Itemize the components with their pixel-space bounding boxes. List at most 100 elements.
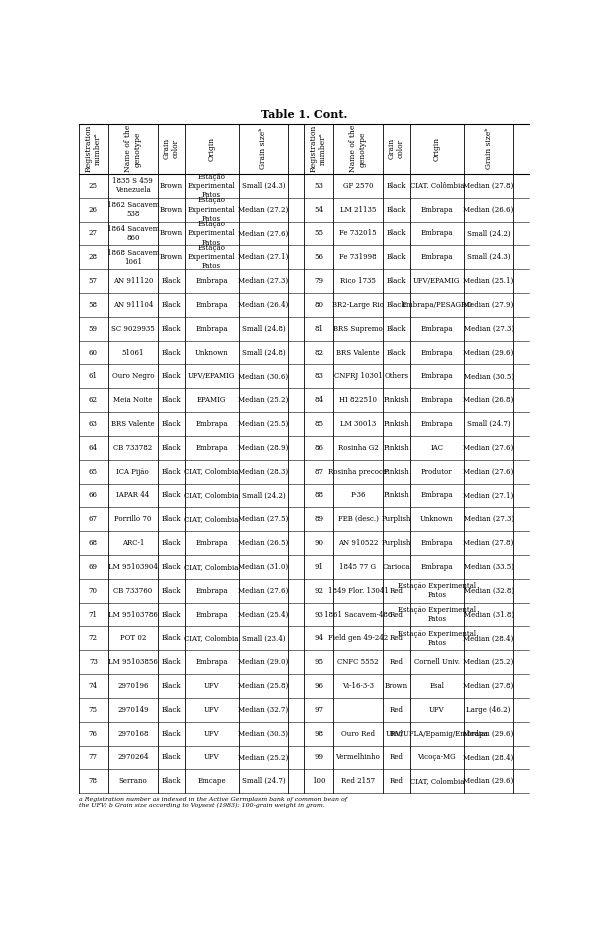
Text: Black: Black xyxy=(161,396,181,404)
Text: 64: 64 xyxy=(89,444,98,452)
Text: Embrapa: Embrapa xyxy=(420,229,453,238)
Text: 26: 26 xyxy=(89,206,98,213)
Text: CIAT, Colombia: CIAT, Colombia xyxy=(184,634,239,642)
Text: Median (29.6): Median (29.6) xyxy=(464,777,514,785)
Text: Grain
color: Grain color xyxy=(388,138,405,160)
Text: Name of the
genotype: Name of the genotype xyxy=(349,125,366,172)
Text: 65: 65 xyxy=(89,467,98,476)
Text: LM 21135: LM 21135 xyxy=(340,206,376,213)
Text: 2970196: 2970196 xyxy=(117,682,148,690)
Text: Median (29.6): Median (29.6) xyxy=(464,729,514,738)
Text: Median (26.5): Median (26.5) xyxy=(238,539,289,547)
Text: 79: 79 xyxy=(314,277,323,285)
Text: Rosinha G2: Rosinha G2 xyxy=(337,444,378,452)
Text: 90: 90 xyxy=(314,539,323,547)
Text: GF 2570: GF 2570 xyxy=(343,181,373,190)
Text: Embrapa: Embrapa xyxy=(195,444,228,452)
Text: 1868 Sacavem
1061: 1868 Sacavem 1061 xyxy=(107,249,159,266)
Text: Median (27.3): Median (27.3) xyxy=(464,324,514,333)
Text: Estação
Experimental
Patos: Estação Experimental Patos xyxy=(188,220,235,246)
Text: Median (27.8): Median (27.8) xyxy=(464,682,514,690)
Text: Median (30.3): Median (30.3) xyxy=(238,729,288,738)
Text: Black: Black xyxy=(387,324,406,333)
Text: Small (24.3): Small (24.3) xyxy=(241,181,285,190)
Text: Median (27.8): Median (27.8) xyxy=(464,181,514,190)
Text: Red: Red xyxy=(389,706,403,713)
Text: 66: 66 xyxy=(89,492,98,499)
Text: 70: 70 xyxy=(89,587,98,595)
Text: 96: 96 xyxy=(314,682,323,690)
Text: 99: 99 xyxy=(314,754,323,761)
Text: LM 95103856: LM 95103856 xyxy=(108,658,158,666)
Text: Black: Black xyxy=(161,610,181,619)
Text: Median (32.7): Median (32.7) xyxy=(238,706,288,713)
Text: Median (31.8): Median (31.8) xyxy=(464,610,514,619)
Text: Embrapa: Embrapa xyxy=(420,420,453,428)
Text: Embrapa: Embrapa xyxy=(420,563,453,571)
Text: Median (27.3): Median (27.3) xyxy=(464,515,514,524)
Text: LM 95103904: LM 95103904 xyxy=(108,563,158,571)
Text: 72: 72 xyxy=(89,634,98,642)
Text: Median (25.2): Median (25.2) xyxy=(464,658,514,666)
Text: Rico 1735: Rico 1735 xyxy=(340,277,376,285)
Text: 89: 89 xyxy=(314,515,323,524)
Text: Embrapa: Embrapa xyxy=(420,324,453,333)
Text: 2970264: 2970264 xyxy=(117,754,148,761)
Text: Red: Red xyxy=(389,754,403,761)
Text: Red: Red xyxy=(389,777,403,785)
Text: Cornell Univ.: Cornell Univ. xyxy=(414,658,460,666)
Text: Median (27.3): Median (27.3) xyxy=(238,277,288,285)
Text: Small (24.3): Small (24.3) xyxy=(467,253,511,261)
Text: Estação
Experimental
Patos: Estação Experimental Patos xyxy=(188,244,235,271)
Text: LM 95103786: LM 95103786 xyxy=(108,610,158,619)
Text: Origin: Origin xyxy=(433,136,441,161)
Text: Black: Black xyxy=(161,467,181,476)
Text: 80: 80 xyxy=(314,301,323,309)
Text: BR2-Large Rio: BR2-Large Rio xyxy=(332,301,384,309)
Text: AN 911104: AN 911104 xyxy=(113,301,153,309)
Text: 1862 Sacavem
538: 1862 Sacavem 538 xyxy=(107,201,159,218)
Text: Embrapa: Embrapa xyxy=(195,539,228,547)
Text: Black: Black xyxy=(387,253,406,261)
Text: Median (31.0): Median (31.0) xyxy=(238,563,288,571)
Text: Embrapa: Embrapa xyxy=(195,587,228,595)
Text: Black: Black xyxy=(161,301,181,309)
Text: 88: 88 xyxy=(314,492,323,499)
Text: Embrapa: Embrapa xyxy=(420,539,453,547)
Text: Purplish: Purplish xyxy=(381,515,411,524)
Text: CIAT, Colombia: CIAT, Colombia xyxy=(184,563,239,571)
Text: EPAMIG: EPAMIG xyxy=(197,396,227,404)
Text: Black: Black xyxy=(161,349,181,356)
Text: Emcape: Emcape xyxy=(197,777,226,785)
Text: Red 2157: Red 2157 xyxy=(341,777,375,785)
Text: Median (30.5): Median (30.5) xyxy=(464,372,514,381)
Text: Median (28.3): Median (28.3) xyxy=(238,467,288,476)
Text: Embrapa: Embrapa xyxy=(195,420,228,428)
Text: Black: Black xyxy=(161,658,181,666)
Text: Black: Black xyxy=(161,682,181,690)
Text: Black: Black xyxy=(161,729,181,738)
Text: 83: 83 xyxy=(314,372,323,381)
Text: Small (24.2): Small (24.2) xyxy=(241,492,285,499)
Text: Small (24.8): Small (24.8) xyxy=(241,324,285,333)
Text: Black: Black xyxy=(387,277,406,285)
Text: Black: Black xyxy=(387,206,406,213)
Text: 63: 63 xyxy=(89,420,98,428)
Text: 62: 62 xyxy=(89,396,98,404)
Text: Black: Black xyxy=(161,706,181,713)
Text: a Registration number as indexed in the Active Germplasm bank of common bean of
: a Registration number as indexed in the … xyxy=(79,797,347,807)
Text: Small (24.2): Small (24.2) xyxy=(467,229,511,238)
Text: Vermelhinho: Vermelhinho xyxy=(336,754,380,761)
Text: 1849 Flor. 13041: 1849 Flor. 13041 xyxy=(327,587,388,595)
Text: Grain sizeᵇ: Grain sizeᵇ xyxy=(484,128,493,169)
Text: Red: Red xyxy=(389,658,403,666)
Text: Median (32.8): Median (32.8) xyxy=(464,587,514,595)
Text: P-36: P-36 xyxy=(350,492,366,499)
Text: Embrapa: Embrapa xyxy=(195,658,228,666)
Text: CIAT, Colombia: CIAT, Colombia xyxy=(184,492,239,499)
Text: Median (25.8): Median (25.8) xyxy=(238,682,289,690)
Text: Black: Black xyxy=(161,372,181,381)
Text: 61: 61 xyxy=(89,372,98,381)
Text: 91: 91 xyxy=(314,563,323,571)
Text: BRS Valente: BRS Valente xyxy=(336,349,380,356)
